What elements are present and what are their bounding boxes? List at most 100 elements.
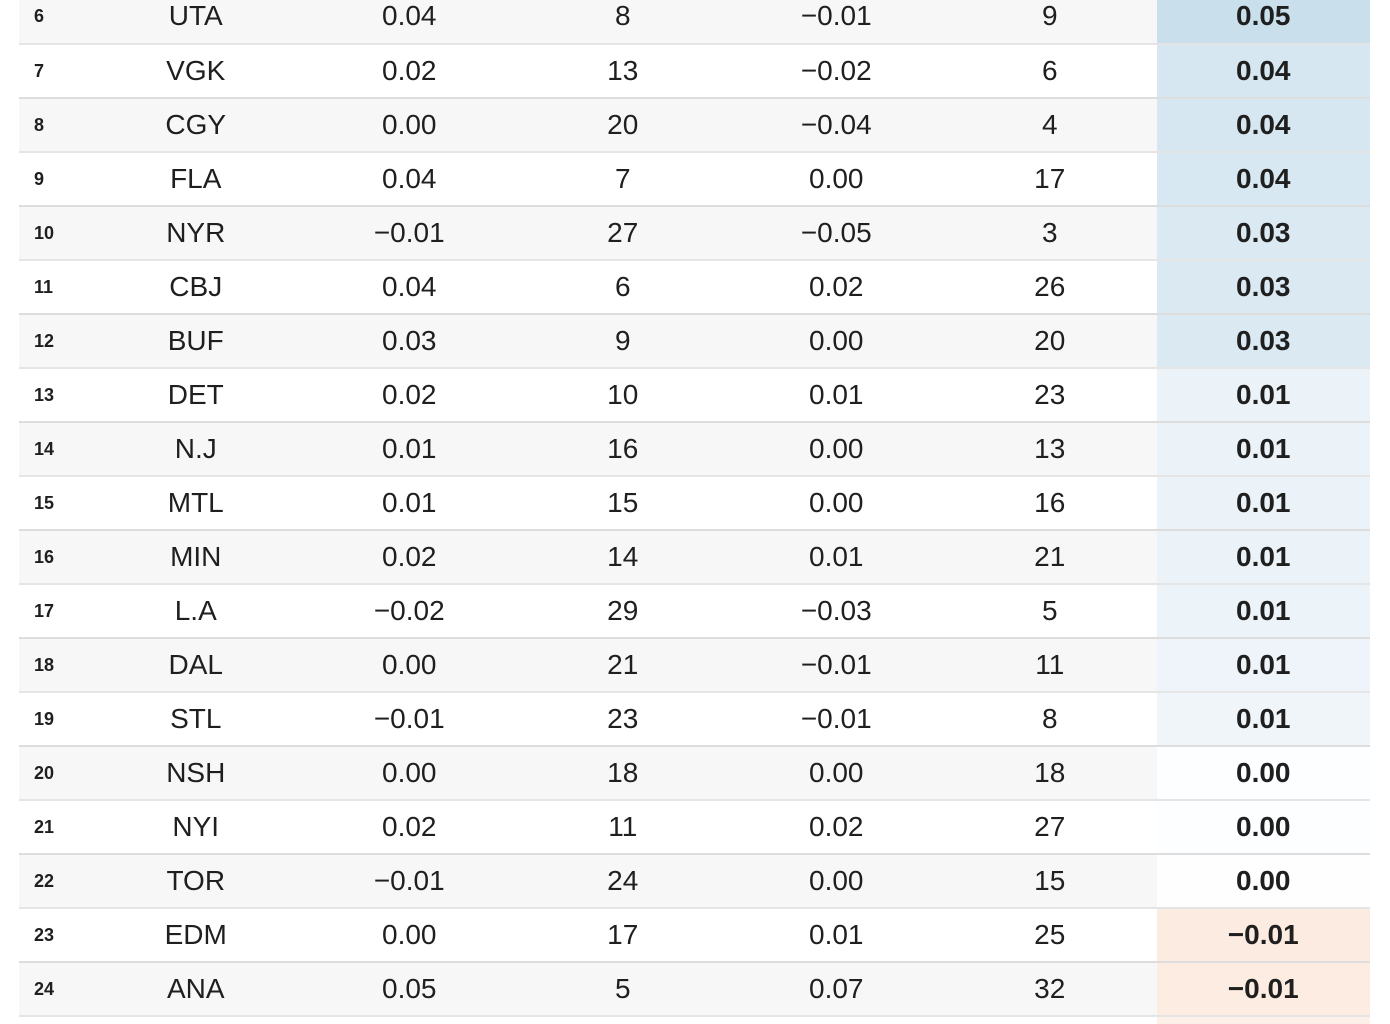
stat-rank-cell: 11: [608, 811, 638, 842]
stat-value-cell: −0.05: [800, 217, 872, 248]
rank-cell: 6: [34, 5, 45, 26]
rank-cell: 13: [34, 384, 55, 405]
stat-value-cell: 0.02: [382, 811, 437, 842]
rank-cell: 20: [34, 762, 55, 783]
stat-value-cell: 0.00: [809, 433, 864, 464]
rating-cell: 0.03: [1156, 207, 1370, 259]
team-cell: CBJ: [169, 271, 223, 302]
stat-value-cell: 0.00: [382, 109, 437, 140]
rating-cell: 0.01: [1156, 639, 1370, 691]
stat-value-cell: 0.01: [809, 541, 864, 572]
table-row: 9 FLA 0.04 7 0.00 17 0.04: [19, 151, 1370, 205]
stat-value-cell: −0.04: [800, 109, 872, 140]
rating-cell: 0.05: [1156, 0, 1370, 43]
stat-rank-cell: 3: [1041, 217, 1058, 248]
rank-cell: 15: [34, 492, 55, 513]
table-row: 17 L.A −0.02 29 −0.03 5 0.01: [19, 583, 1370, 637]
rating-cell: 0.01: [1156, 531, 1370, 583]
stat-value-cell: 0.01: [382, 487, 437, 518]
stat-value-cell: −0.02: [800, 55, 872, 86]
stat-rank-cell: 29: [607, 595, 639, 626]
stat-rank-cell: 4: [1041, 109, 1058, 140]
rating-cell: 0.00: [1156, 855, 1370, 907]
stat-rank-cell: 17: [607, 919, 639, 950]
rank-cell: 7: [34, 60, 45, 81]
stat-rank-cell: 21: [1034, 541, 1066, 572]
stat-rank-cell: 18: [1034, 757, 1066, 788]
stat-value-cell: 0.00: [809, 865, 864, 896]
rank-cell: 12: [34, 330, 55, 351]
team-cell: NSH: [166, 757, 226, 788]
stat-rank-cell: 27: [1034, 811, 1066, 842]
stat-rank-cell: 5: [1041, 595, 1058, 626]
stat-rank-cell: 13: [607, 55, 639, 86]
rank-cell: 21: [34, 816, 55, 837]
stat-rank-cell: 5: [614, 973, 631, 1004]
rank-cell: 9: [34, 168, 45, 189]
team-cell: TOR: [166, 865, 226, 896]
stat-value-cell: −0.02: [373, 595, 445, 626]
stat-rank-cell: 6: [614, 271, 631, 302]
stat-rank-cell: 16: [607, 433, 639, 464]
table-row: 11 CBJ 0.04 6 0.02 26 0.03: [19, 259, 1370, 313]
stat-rank-cell: 27: [607, 217, 639, 248]
stat-value-cell: 0.02: [382, 541, 437, 572]
rating-cell: 0.01: [1156, 585, 1370, 637]
rank-cell: 11: [34, 276, 54, 297]
stat-rank-cell: 9: [1041, 0, 1058, 31]
table-row: 7 VGK 0.02 13 −0.02 6 0.04: [19, 43, 1370, 97]
stat-value-cell: 0.07: [809, 973, 864, 1004]
stat-value-cell: −0.01: [800, 0, 872, 31]
team-cell: DET: [167, 379, 224, 410]
rank-cell: 18: [34, 654, 55, 675]
rating-cell: −0.01: [1156, 909, 1370, 961]
stat-rank-cell: 23: [1034, 379, 1066, 410]
team-cell: EDM: [164, 919, 227, 950]
stat-value-cell: 0.00: [382, 757, 437, 788]
table-row: 14 N.J 0.01 16 0.00 13 0.01: [19, 421, 1370, 475]
stat-value-cell: −0.01: [800, 703, 872, 734]
stat-value-cell: −0.01: [373, 865, 445, 896]
stat-value-cell: 0.00: [382, 649, 437, 680]
stat-rank-cell: 10: [607, 379, 639, 410]
table-row: 21 NYI 0.02 11 0.02 27 0.00: [19, 799, 1370, 853]
stat-value-cell: 0.05: [382, 973, 437, 1004]
table-row: 13 DET 0.02 10 0.01 23 0.01: [19, 367, 1370, 421]
rating-cell: 0.00: [1156, 747, 1370, 799]
team-cell: MIN: [170, 541, 222, 572]
stat-rank-cell: 20: [607, 109, 639, 140]
stat-value-cell: 0.00: [809, 757, 864, 788]
team-stats-table: 6 UTA 0.04 8 −0.01 9 0.05 7 VGK 0.02 13 −0.02 6 0.04 8…: [19, 0, 1370, 1024]
rating-cell: [1156, 1017, 1370, 1024]
table-row: 22 TOR −0.01 24 0.00 15 0.00: [19, 853, 1370, 907]
stat-value-cell: 0.00: [809, 325, 864, 356]
stat-value-cell: 0.04: [382, 271, 437, 302]
stat-rank-cell: 24: [607, 865, 639, 896]
rank-cell: 22: [34, 870, 55, 891]
table-row: 15 MTL 0.01 15 0.00 16 0.01: [19, 475, 1370, 529]
stat-rank-cell: 20: [1034, 325, 1066, 356]
stat-value-cell: 0.00: [809, 163, 864, 194]
team-cell: MTL: [167, 487, 224, 518]
rank-cell: 19: [34, 708, 55, 729]
stat-value-cell: 0.04: [382, 163, 437, 194]
rating-cell: −0.01: [1156, 963, 1370, 1015]
stat-value-cell: 0.01: [809, 919, 864, 950]
rank-cell: 16: [34, 546, 55, 567]
rating-cell: 0.00: [1156, 801, 1370, 853]
rating-cell: 0.03: [1156, 315, 1370, 367]
table-row: 6 UTA 0.04 8 −0.01 9 0.05: [19, 0, 1370, 43]
table-row: 12 BUF 0.03 9 0.00 20 0.03: [19, 313, 1370, 367]
stat-rank-cell: 14: [607, 541, 639, 572]
rank-cell: 24: [34, 978, 55, 999]
rank-cell: 8: [34, 114, 45, 135]
stat-value-cell: 0.02: [809, 811, 864, 842]
team-cell: BUF: [167, 325, 224, 356]
rating-cell: 0.01: [1156, 477, 1370, 529]
rating-cell: 0.04: [1156, 153, 1370, 205]
table-row: 20 NSH 0.00 18 0.00 18 0.00: [19, 745, 1370, 799]
stat-rank-cell: 6: [1041, 55, 1058, 86]
stat-rank-cell: 8: [614, 0, 631, 31]
table-row: 10 NYR −0.01 27 −0.05 3 0.03: [19, 205, 1370, 259]
